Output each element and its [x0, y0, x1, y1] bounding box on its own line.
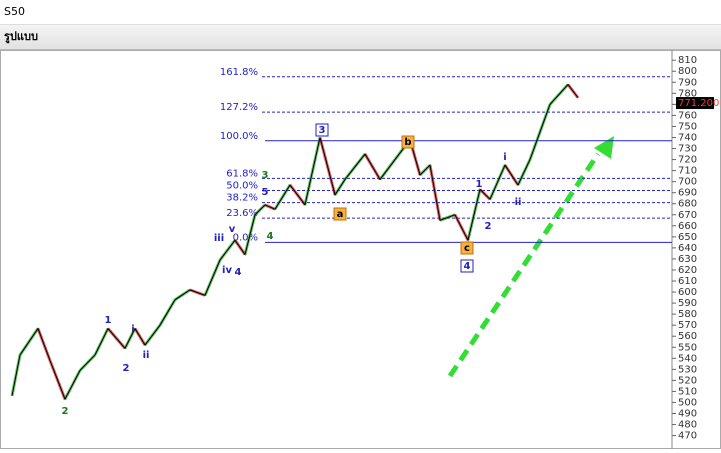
wave-box: [460, 241, 474, 255]
y-tick-label: 720: [678, 155, 697, 166]
trend-arrow: [447, 152, 601, 378]
y-tick-label: 520: [678, 375, 697, 386]
y-tick-label: 530: [678, 364, 697, 375]
wave-label: 5: [262, 187, 269, 198]
y-tick-label: 740: [678, 132, 697, 143]
wave-label: ii: [143, 350, 150, 361]
y-tick-label: 760: [678, 110, 697, 121]
y-tick-label: 470: [678, 431, 697, 442]
y-tick-label: 580: [678, 309, 697, 320]
last-price-label: 771.200: [678, 98, 719, 109]
wave-label: i: [503, 152, 506, 163]
wave-box: [333, 207, 347, 221]
y-tick-label: 630: [678, 254, 697, 265]
fib-label: 50.0%: [226, 180, 258, 191]
wave-label: 4: [464, 261, 471, 272]
y-tick-label: 540: [678, 353, 697, 364]
wave-box: [401, 135, 415, 149]
wave-label: 1: [476, 179, 483, 190]
y-tick-label: 490: [678, 409, 697, 420]
wave-box: [460, 259, 474, 273]
y-tick-label: 510: [678, 386, 697, 397]
fib-label: 23.6%: [226, 208, 258, 219]
y-tick-label: 590: [678, 298, 697, 309]
frame: [0, 50, 721, 449]
last-price-box: [676, 97, 714, 110]
tab-title[interactable]: รูปแบบ: [0, 24, 721, 50]
y-tick-label: 600: [678, 287, 697, 298]
symbol: S50: [0, 0, 721, 24]
y-tick-label: 710: [678, 166, 697, 177]
fib-label: 100.0%: [220, 131, 258, 142]
y-tick-label: 790: [678, 77, 697, 88]
fib-label: 61.8%: [226, 168, 258, 179]
wave-label: ii: [515, 197, 522, 208]
y-tick-label: 800: [678, 66, 697, 77]
price-line: [11, 83, 579, 401]
fib-label: 161.8%: [220, 67, 258, 78]
y-tick-label: 700: [678, 177, 697, 188]
y-tick-label: 680: [678, 199, 697, 210]
wave-label: 1: [105, 315, 112, 326]
y-tick-label: 810: [678, 55, 697, 66]
y-tick-label: 670: [678, 210, 697, 221]
y-tick-label: 660: [678, 221, 697, 232]
y-tick-label: 730: [678, 144, 697, 155]
fib-label: 127.2%: [220, 102, 258, 113]
arrow-head: [594, 136, 614, 159]
y-tick-label: 570: [678, 320, 697, 331]
y-tick-label: 550: [678, 342, 697, 353]
wave-box: [315, 123, 329, 137]
wave-label: 3: [319, 125, 326, 136]
fib-label: 0.0%: [233, 232, 258, 243]
chart: 4704804905005105205305405505605705805906…: [0, 50, 721, 449]
y-tick-label: 640: [678, 243, 697, 254]
wave-label: iii: [214, 233, 224, 244]
y-tick-label: 560: [678, 331, 697, 342]
wave-label: v: [229, 224, 236, 235]
wave-label: 2: [62, 406, 69, 417]
fib-label: 38.2%: [226, 193, 258, 204]
y-tick-label: 480: [678, 420, 697, 431]
wave-label: 3: [262, 170, 269, 181]
wave-label: i: [131, 324, 134, 335]
wave-label: 4: [235, 267, 242, 278]
wave-label: a: [337, 209, 344, 220]
y-tick-label: 780: [678, 88, 697, 99]
wave-label: b: [404, 137, 411, 148]
y-tick-label: 750: [678, 121, 697, 132]
wave-label: 2: [123, 363, 130, 374]
wave-label: 4: [267, 231, 274, 242]
y-tick-label: 610: [678, 276, 697, 287]
y-tick-label: 500: [678, 397, 697, 408]
wave-label: 2: [485, 221, 492, 232]
y-tick-label: 690: [678, 188, 697, 199]
y-tick-label: 620: [678, 265, 697, 276]
wave-label: c: [464, 243, 470, 254]
y-tick-label: 650: [678, 232, 697, 243]
wave-label: iv: [222, 265, 232, 276]
